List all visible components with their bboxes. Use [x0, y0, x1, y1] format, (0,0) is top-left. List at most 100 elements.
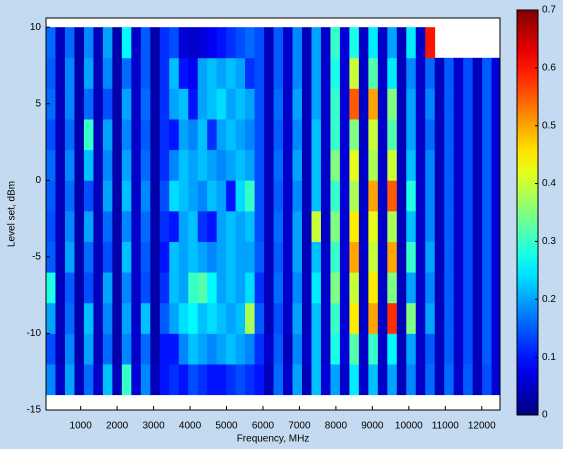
cell: [425, 27, 435, 58]
cell: [169, 272, 179, 303]
cell: [207, 272, 217, 303]
cell: [274, 211, 284, 242]
cell: [349, 242, 359, 273]
cell: [122, 211, 132, 242]
cell: [293, 303, 303, 334]
cell: [387, 150, 397, 181]
cell: [46, 272, 56, 303]
cell: [217, 58, 227, 89]
cell: [160, 211, 170, 242]
cell: [368, 180, 378, 211]
cell: [169, 180, 179, 211]
cell: [245, 150, 255, 181]
cell: [131, 272, 141, 303]
cell: [397, 180, 407, 211]
cell: [463, 272, 473, 303]
cell: [330, 88, 340, 119]
cell: [302, 180, 312, 211]
cell: [46, 58, 56, 89]
cell: [321, 58, 331, 89]
cell: [74, 119, 84, 150]
cell: [416, 364, 426, 395]
cell: [311, 211, 321, 242]
cell: [302, 364, 312, 395]
cell: [150, 272, 160, 303]
x-tick-label: 4000: [179, 421, 202, 432]
cell: [198, 272, 208, 303]
cell: [387, 180, 397, 211]
cell: [179, 364, 189, 395]
cell: [416, 180, 426, 211]
cell: [188, 272, 198, 303]
cell: [359, 333, 369, 364]
cell: [179, 242, 189, 273]
cell: [406, 150, 416, 181]
cell: [444, 211, 454, 242]
cell: [169, 88, 179, 119]
cell: [150, 364, 160, 395]
cell: [236, 180, 246, 211]
cell: [435, 364, 445, 395]
cell: [444, 119, 454, 150]
cell: [482, 58, 492, 89]
cell: [302, 303, 312, 334]
cell: [359, 272, 369, 303]
cell: [160, 150, 170, 181]
cell: [264, 58, 274, 89]
cell: [330, 150, 340, 181]
cell: [65, 119, 75, 150]
cell: [160, 272, 170, 303]
cell: [103, 119, 113, 150]
cell: [226, 364, 236, 395]
cell: [55, 58, 65, 89]
cell: [141, 88, 151, 119]
cell: [103, 180, 113, 211]
cell: [293, 180, 303, 211]
cell: [207, 58, 217, 89]
cell: [255, 58, 265, 89]
colorbar-tick-label: 0.5: [542, 120, 556, 131]
x-tick-label: 1000: [70, 421, 93, 432]
cell: [150, 242, 160, 273]
cell: [425, 88, 435, 119]
cell: [397, 88, 407, 119]
cell: [188, 180, 198, 211]
cell: [131, 150, 141, 181]
cell: [311, 88, 321, 119]
cell: [103, 211, 113, 242]
cell: [444, 150, 454, 181]
x-tick-label: 3000: [142, 421, 165, 432]
cell: [103, 272, 113, 303]
cell: [321, 180, 331, 211]
cell: [482, 333, 492, 364]
cell: [226, 272, 236, 303]
cell: [340, 272, 350, 303]
cell: [169, 58, 179, 89]
cell: [84, 303, 94, 334]
cell: [473, 333, 483, 364]
cell: [245, 272, 255, 303]
cell: [179, 58, 189, 89]
cell: [236, 272, 246, 303]
cell: [84, 58, 94, 89]
cell: [311, 364, 321, 395]
cell: [103, 364, 113, 395]
cell: [207, 150, 217, 181]
cell: [283, 88, 293, 119]
cell: [131, 58, 141, 89]
cell: [406, 272, 416, 303]
cell: [397, 211, 407, 242]
cell: [330, 242, 340, 273]
cell: [397, 242, 407, 273]
cell: [131, 119, 141, 150]
cell: [207, 303, 217, 334]
cell: [435, 272, 445, 303]
cell: [444, 272, 454, 303]
cell: [84, 272, 94, 303]
cell: [226, 180, 236, 211]
cell: [160, 303, 170, 334]
cell: [283, 211, 293, 242]
cell: [293, 119, 303, 150]
cell: [255, 180, 265, 211]
cell: [103, 58, 113, 89]
